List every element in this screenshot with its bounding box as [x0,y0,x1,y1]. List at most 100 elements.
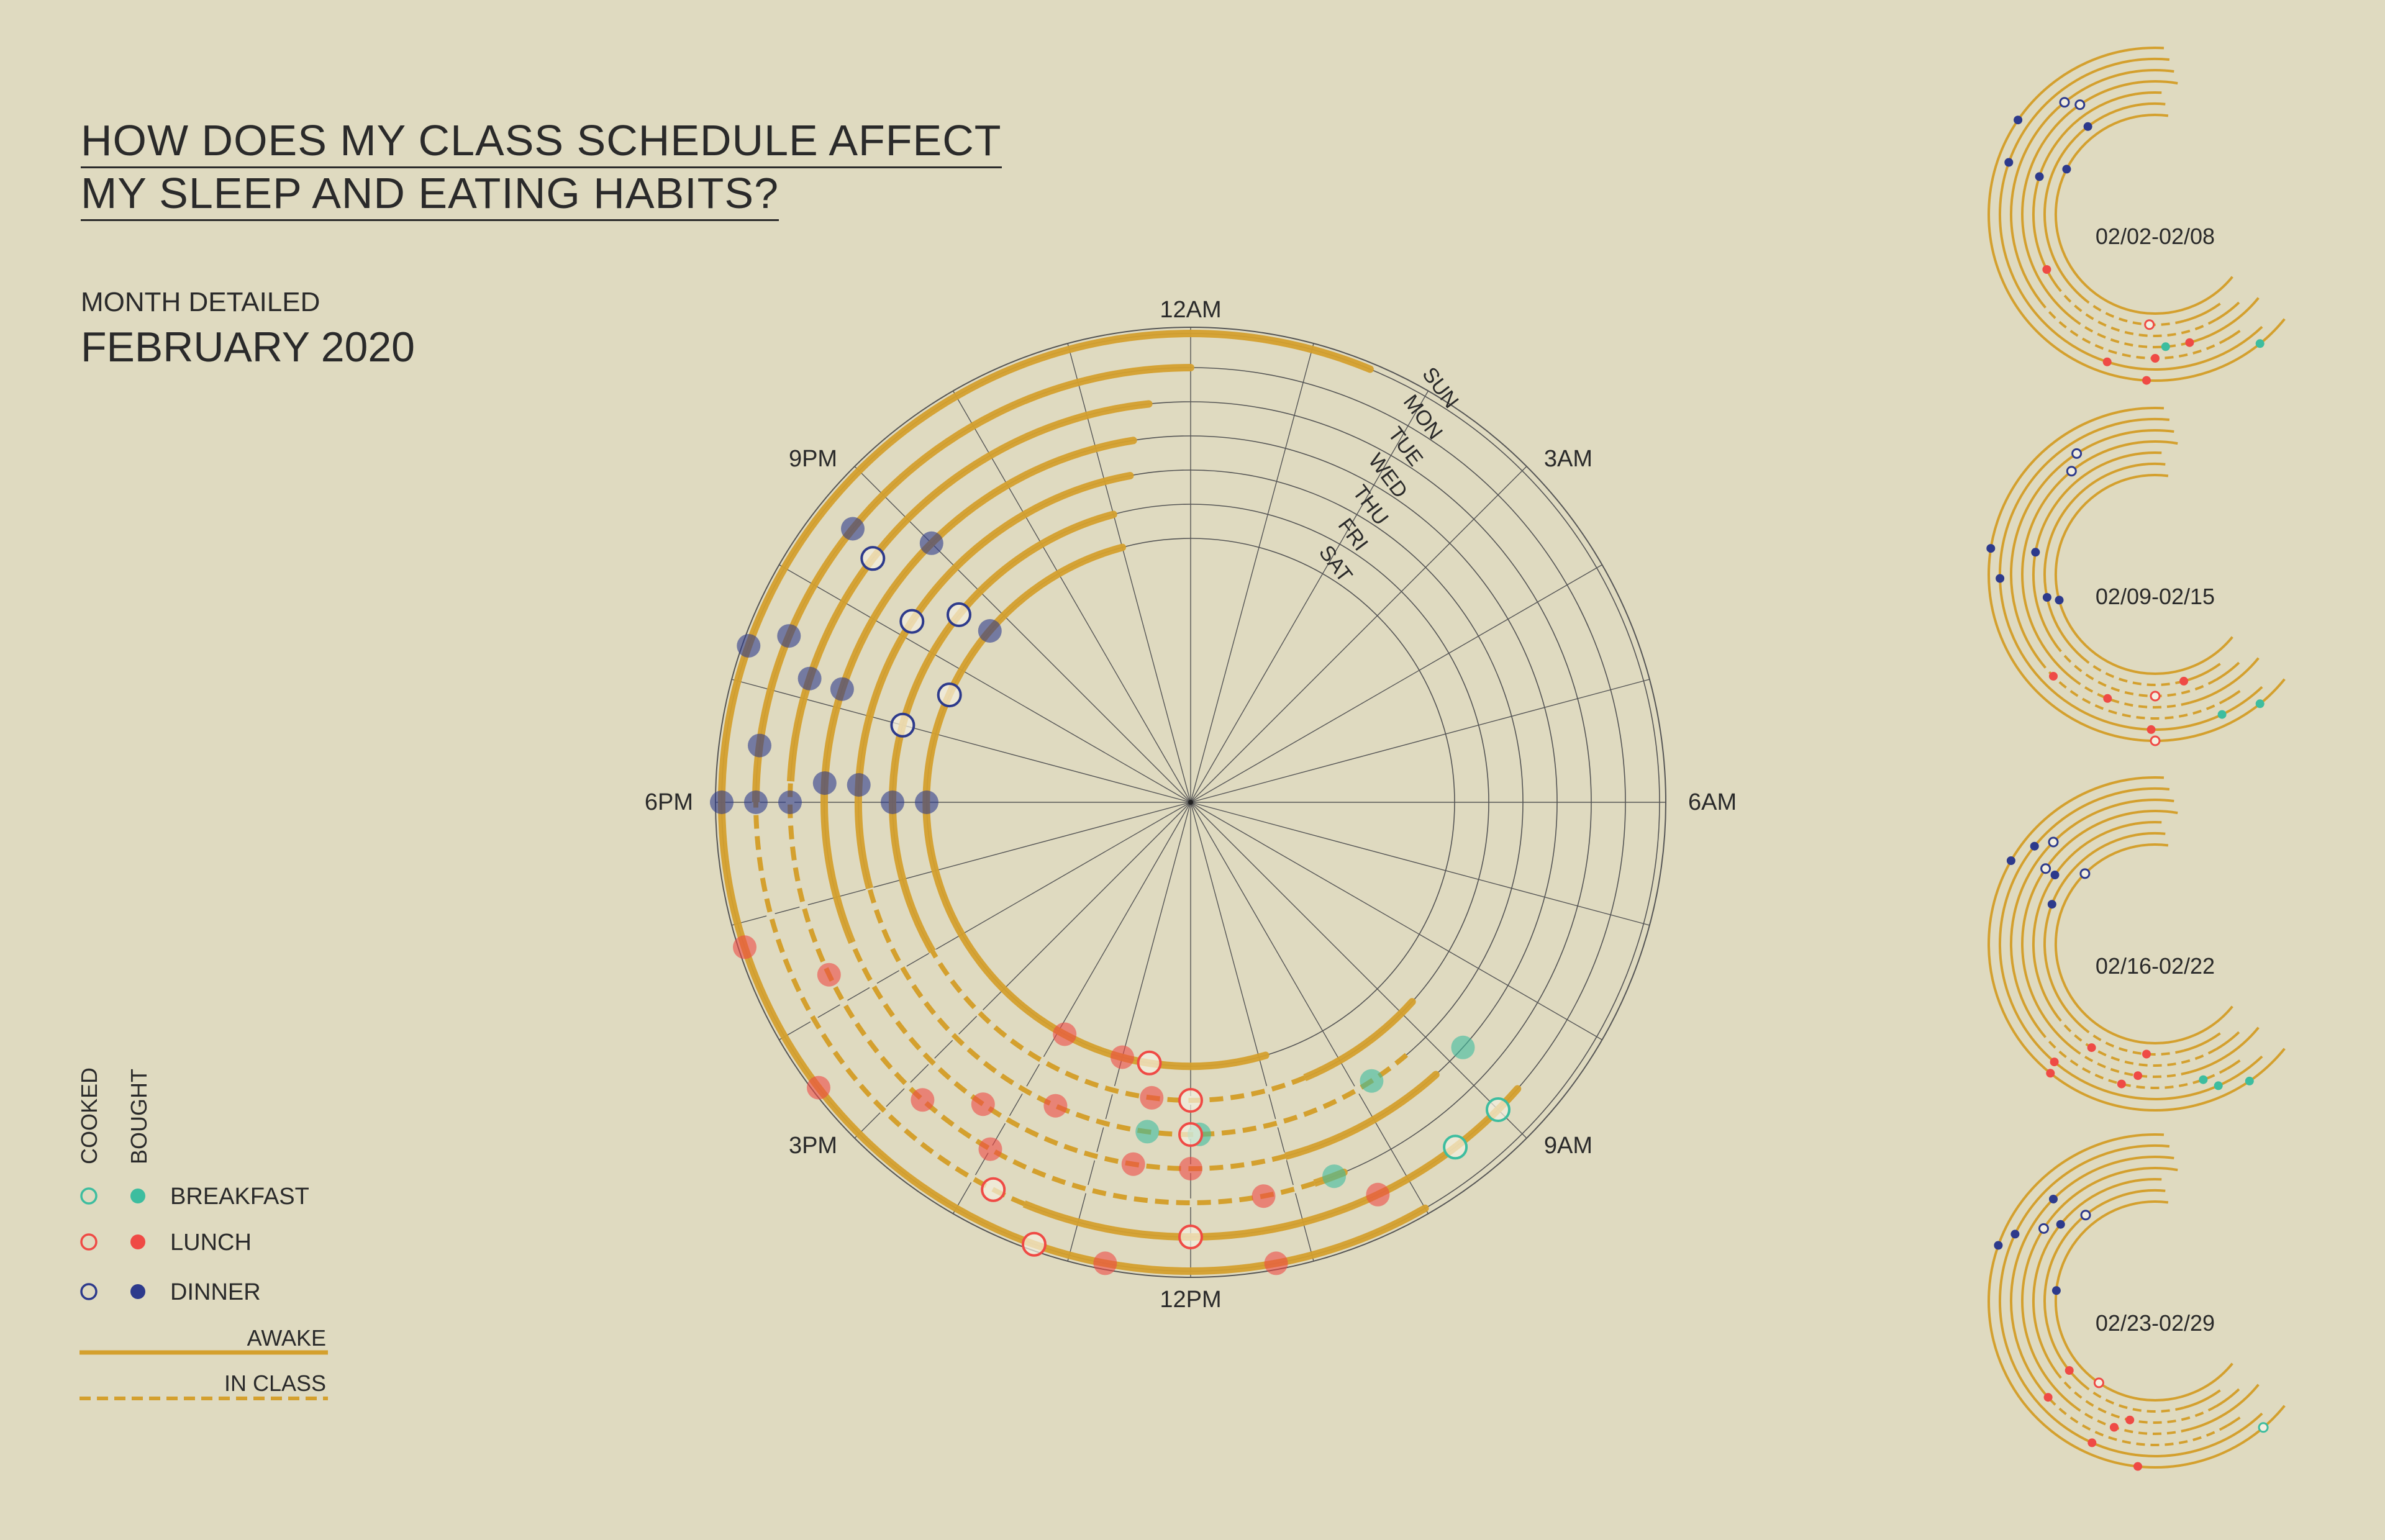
title-line-1: HOW DOES MY CLASS SCHEDULE AFFECT [81,116,1002,168]
mini-chart-label: 02/16-02/22 [2096,953,2215,979]
dinner-cooked-dot [937,682,962,708]
mini-awake-arc [1999,417,2263,731]
mini-lunch-bought-dot [2185,338,2194,347]
mini-lunch-bought-dot [2142,376,2151,385]
lunch-cooked-dot [1022,1231,1047,1257]
mini-awake-arc [2043,102,2221,326]
mini-dinner-bought-dot [2031,548,2040,557]
hour-gridline [1190,802,1650,926]
mini-chart-label: 02/09-02/15 [2096,584,2215,609]
mini-lunch-bought-dot [2146,725,2156,734]
hour-gridline [1190,343,1314,803]
lunch-bought-dot [911,1088,935,1112]
mini-lunch-bought-dot [2087,1043,2096,1053]
mini-class-arc [2073,679,2190,709]
legend-lunch-cooked-icon [80,1233,98,1251]
hour-gridline [854,466,1191,803]
lunch-bought-dot [1140,1085,1164,1110]
dinner-bought-dot [830,677,854,701]
mini-class-arc [2040,661,2228,720]
lunch-cooked-dot [1137,1050,1162,1076]
legend-lunch-bought-icon [130,1234,145,1249]
dinner-bought-dot [812,771,837,795]
hour-gridline [779,802,1191,1041]
mini-chart-label: 02/23-02/29 [2096,1310,2215,1336]
mini-class-arc [2057,288,2217,337]
mini-awake-arc [1988,776,2286,1112]
mini-lunch-bought-dot [2046,1069,2055,1078]
lunch-bought-dot [1111,1045,1134,1069]
mini-class-arc [2040,1387,2228,1446]
lunch-bought-dot [1121,1152,1145,1176]
mini-lunch-bought-dot [2125,1415,2135,1424]
hour-label: 12AM [1160,297,1221,323]
hour-gridline [854,802,1191,1139]
hour-gridline [779,564,1191,803]
mini-dinner-bought-dot [2051,1286,2061,1295]
legend-cooked-label: COOKED [76,1067,102,1164]
breakfast-cooked-dot [1443,1135,1468,1160]
mini-class-arc [2087,1387,2184,1413]
hour-gridline [1190,802,1314,1262]
dinner-cooked-dot [890,712,915,738]
mini-chart-3: 02/16-02/22 [1988,776,2286,1112]
dinner-bought-dot [737,634,761,658]
hour-label: 6PM [645,789,693,815]
mini-dinner-bought-dot [2083,122,2092,131]
mini-dinner-bought-dot [2004,158,2014,167]
lunch-bought-dot [1093,1251,1117,1275]
mini-awake-arc [2043,832,2221,1056]
mini-awake-arc [1988,1133,2286,1469]
lunch-cooked-dot [1178,1088,1203,1113]
class-arc-fri [930,949,1306,1103]
hour-gridline [1190,391,1429,803]
mini-dinner-bought-dot [1986,544,1996,553]
awake-arc-sat [922,543,1270,1071]
dinner-bought-dot [915,790,938,814]
mini-dinner-bought-dot [2014,116,2023,125]
mini-lunch-bought-dot [2050,1058,2059,1067]
hour-gridline [1190,802,1527,1139]
legend-in-class-label: IN CLASS [224,1370,326,1396]
lunch-bought-dot [1053,1022,1077,1046]
mini-chart-4: 02/23-02/29 [1988,1133,2286,1471]
mini-awake-arc [2054,1200,2233,1402]
lunch-bought-dot [1043,1094,1068,1118]
mini-dinner-bought-dot [2047,900,2056,909]
mini-dinner-bought-dot [2042,593,2051,602]
legend: COOKED BOUGHT BREAKFAST LUNCH DINNER AWAKE IN … [76,1067,328,1400]
dinner-bought-dot [748,733,771,758]
lunch-bought-dot [1366,1182,1390,1207]
dinner-cooked-dot [947,602,971,627]
mini-breakfast-bought-dot [2217,710,2227,719]
dinner-bought-dot [797,666,822,691]
class-arc-wed [850,941,1286,1171]
hour-gridline [1067,802,1191,1262]
mini-dinner-cooked-dot [2071,448,2083,459]
mini-class-arc [2073,319,2190,349]
breakfast-bought-dot [1360,1069,1384,1093]
mini-lunch-cooked-dot [2144,319,2155,330]
mini-dinner-bought-dot [2010,1230,2020,1239]
dinner-bought-dot [978,619,1002,643]
hour-gridline [1190,802,1429,1214]
hour-gridline [1190,802,1602,1041]
mini-awake-arc [2021,80,2260,348]
lunch-cooked-dot [981,1177,1006,1202]
mini-dinner-cooked-dot [2059,97,2070,108]
mini-lunch-cooked-dot [2150,735,2161,746]
hour-gridline [1067,343,1191,803]
hour-label: 3AM [1544,446,1592,472]
dinner-bought-dot [778,790,802,814]
mini-awake-arc [1999,1144,2263,1457]
hour-label: 9PM [789,446,837,472]
mini-chart-2: 02/09-02/15 [1986,407,2286,746]
mini-lunch-cooked-dot [2093,1377,2104,1388]
mini-awake-arc [2043,463,2221,686]
mini-breakfast-bought-dot [2214,1081,2223,1090]
mini-class-arc [2087,1030,2184,1056]
mini-awake-arc [2054,474,2233,675]
mini-chart-label: 02/02-02/08 [2096,224,2215,249]
mini-lunch-bought-dot [2179,676,2189,686]
